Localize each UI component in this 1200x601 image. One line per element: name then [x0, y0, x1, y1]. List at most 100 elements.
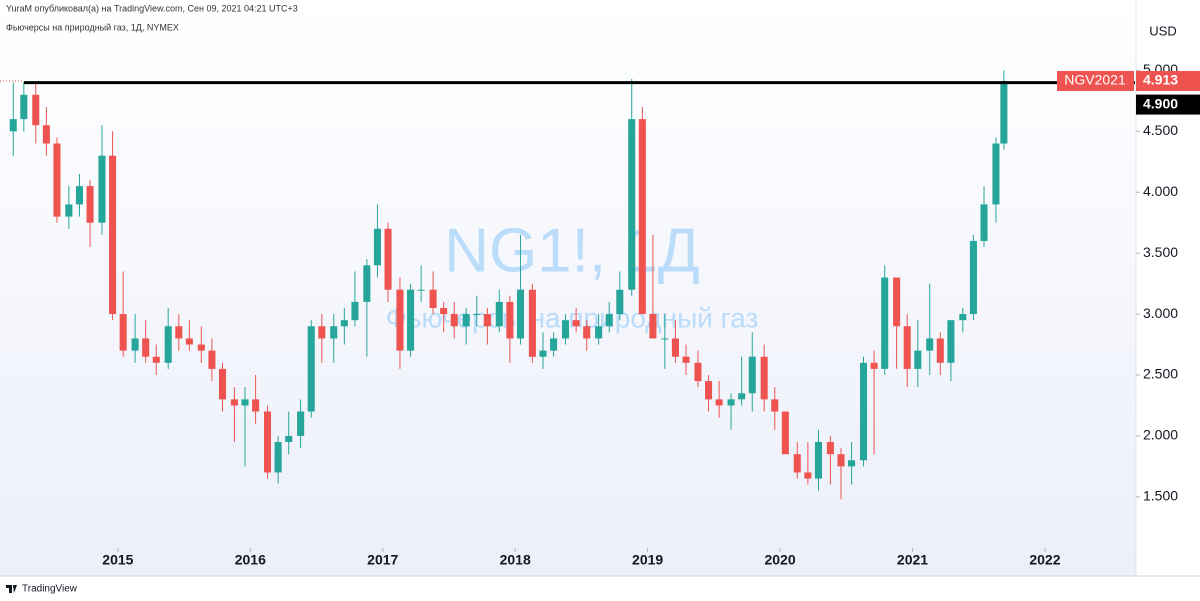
hline-label: 4.900	[1143, 95, 1178, 111]
candle-body	[495, 301, 503, 327]
candle-body	[407, 289, 415, 351]
x-tick-label: 2020	[764, 552, 795, 568]
watermark-subtitle: Фьючерсы на природный газ	[386, 302, 759, 333]
x-tick-label: 2021	[897, 552, 928, 568]
candle-body	[705, 381, 713, 400]
candle-body	[164, 326, 172, 363]
candle-body	[682, 356, 690, 363]
candle-body	[969, 240, 977, 315]
x-tick-label: 2018	[500, 552, 531, 568]
candle-body	[881, 277, 889, 369]
watermark: NG1!, 1Д	[444, 216, 700, 285]
candle-body	[417, 289, 425, 291]
candle-body	[462, 314, 470, 327]
candle-body	[793, 454, 801, 473]
candle-body	[285, 435, 293, 442]
candle-body	[65, 204, 73, 217]
candle-body	[340, 320, 348, 327]
candle-body	[98, 155, 106, 223]
y-tick-label: 3.000	[1143, 305, 1178, 321]
candle-body	[152, 356, 160, 363]
candle-body	[550, 338, 558, 351]
last-price-label: 4.913	[1143, 72, 1178, 88]
candle-body	[9, 119, 17, 132]
candle-body	[947, 320, 955, 363]
candle-body	[561, 320, 570, 339]
candle-body	[373, 228, 381, 266]
candle-body	[440, 307, 448, 315]
candle-body	[628, 119, 636, 290]
x-tick-label: 2016	[235, 552, 266, 568]
candle-body	[914, 350, 922, 369]
candle-body	[848, 460, 856, 467]
currency: USD	[1149, 23, 1176, 38]
last-price-box	[1136, 70, 1200, 91]
candle-body	[605, 314, 613, 327]
candle-body	[218, 368, 227, 400]
candle-body	[649, 314, 657, 339]
candle-body	[230, 399, 238, 406]
candle-body	[252, 399, 260, 412]
candle-body	[826, 442, 834, 455]
candle-body	[616, 289, 624, 315]
plot-background	[0, 0, 1136, 576]
candle-body	[760, 356, 768, 400]
candle-body	[539, 350, 547, 357]
candle-body	[307, 326, 315, 412]
candle-body	[506, 301, 514, 339]
candle-body	[263, 411, 272, 473]
x-tick-label: 2022	[1029, 552, 1060, 568]
candle-body	[694, 362, 702, 382]
candle-body	[185, 338, 193, 345]
candle-body	[528, 289, 536, 357]
candle-body	[748, 356, 756, 394]
candle-body	[516, 289, 525, 339]
candle-body	[429, 289, 437, 308]
x-tick-label: 2015	[102, 552, 133, 568]
candle-body	[936, 338, 944, 363]
candle-body	[363, 265, 371, 302]
y-tick-label: 4.000	[1143, 183, 1178, 199]
candle-body	[804, 472, 812, 479]
candle-body	[738, 393, 746, 400]
chart-title: Фьючерсы на природный газ, 1Д, NYMEX	[6, 22, 179, 32]
y-tick-label: 2.500	[1143, 366, 1178, 382]
candle-body	[595, 326, 603, 339]
footer-brand: TradingView	[22, 584, 78, 595]
candle-body	[572, 320, 580, 327]
candle-body	[20, 94, 28, 120]
candle-body	[197, 344, 205, 351]
last-price-name-box	[1057, 70, 1134, 91]
candle-body	[297, 411, 305, 436]
candle-body	[473, 314, 481, 316]
candle-body	[727, 399, 735, 406]
candle-body	[142, 338, 150, 357]
y-tick-label: 1.500	[1143, 488, 1178, 504]
x-tick-label: 2019	[632, 552, 663, 568]
candle-body	[980, 204, 988, 241]
candle-body	[86, 186, 94, 223]
candle-body	[175, 326, 183, 339]
candle-body	[351, 301, 359, 321]
candle-body	[396, 289, 404, 351]
candle-body	[330, 326, 338, 339]
candle-body	[42, 125, 50, 144]
candle-body	[109, 155, 117, 315]
candle-body	[814, 442, 823, 479]
candle-body	[870, 362, 878, 369]
candle-body	[893, 277, 901, 327]
x-tick-label: 2017	[367, 552, 398, 568]
candle-body	[661, 338, 669, 340]
candle-body	[638, 119, 646, 315]
candle-body	[32, 94, 40, 126]
candle-body	[208, 350, 216, 369]
candle-body	[671, 338, 679, 357]
publisher: YuraM опубликовал(а) на TradingView.com,…	[6, 3, 298, 13]
candle-body	[384, 228, 392, 290]
candle-body	[781, 411, 789, 455]
candle-body	[771, 399, 779, 412]
candle-body	[241, 399, 249, 406]
candle-body	[583, 326, 591, 339]
last-price-name: NGV2021	[1064, 72, 1126, 88]
